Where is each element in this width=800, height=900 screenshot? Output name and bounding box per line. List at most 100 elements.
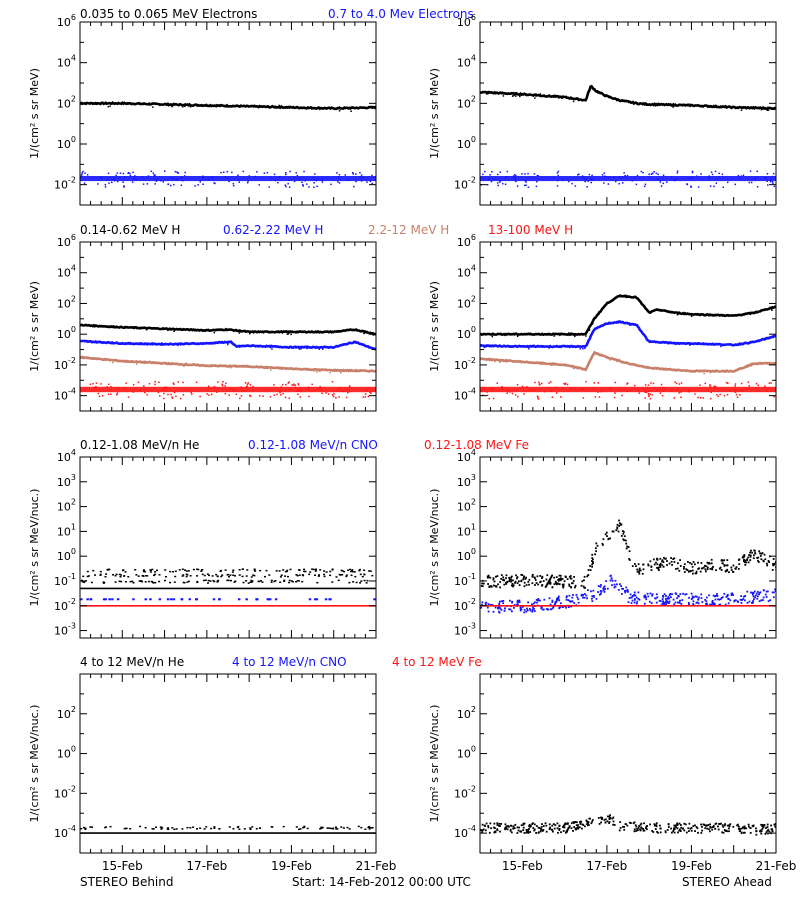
series-0-12-1-08-mev-n-cno-point xyxy=(481,603,483,606)
series-4-to-12-mev-n-he-point xyxy=(743,831,746,834)
series-0-14-0-62-mev-h-point xyxy=(97,326,99,328)
series-0-7-to-4-0-mev-electrons-point xyxy=(750,181,753,184)
series-13-100-mev-h-point xyxy=(311,383,313,386)
legend-entry: 4 to 12 MeV/n He xyxy=(80,655,184,669)
series-0-12-1-08-mev-n-cno-point xyxy=(585,594,588,597)
series-0-12-1-08-mev-n-he-point xyxy=(690,570,692,572)
series-0-12-1-08-mev-n-he-point xyxy=(283,580,286,582)
series-0-7-to-4-0-mev-electrons-point xyxy=(749,170,752,172)
series-4-to-12-mev-fe-point xyxy=(324,854,327,856)
series-0-12-1-08-mev-n-he-point xyxy=(558,574,561,577)
series-0-12-1-08-mev-n-he-point xyxy=(688,570,691,573)
series-0-12-1-08-mev-n-cno-point xyxy=(499,607,502,610)
y-tick-label: 104 xyxy=(457,264,476,280)
series-13-100-mev-h-point xyxy=(651,394,653,396)
series-2-2-12-mev-h-point xyxy=(619,360,621,362)
series-0-7-to-4-0-mev-electrons-point xyxy=(585,178,587,181)
series-13-100-mev-h-point xyxy=(483,387,486,389)
series-0-12-1-08-mev-n-cno-point xyxy=(756,595,759,598)
series-0-12-1-08-mev-n-he-point xyxy=(659,557,662,560)
series-0-7-to-4-0-mev-electrons-point xyxy=(557,170,560,173)
series-0-12-1-08-mev-n-he-point xyxy=(137,575,140,577)
series-0-12-1-08-mev-n-he-point xyxy=(203,574,206,577)
series-0-12-1-08-mev-n-he-point xyxy=(282,569,285,571)
series-4-to-12-mev-n-he-point xyxy=(612,823,614,826)
series-0-12-1-08-mev-n-cno-point xyxy=(577,598,580,601)
series-13-100-mev-h-point xyxy=(659,392,662,394)
series-13-100-mev-h-point xyxy=(95,386,97,388)
series-4-to-12-mev-n-he-point xyxy=(528,827,530,830)
series-0-12-1-08-mev-n-he-point xyxy=(131,580,134,583)
series-0-12-1-08-mev-n-he-point xyxy=(511,584,513,587)
series-13-100-mev-h-point xyxy=(704,382,706,385)
series-0-7-to-4-0-mev-electrons-point xyxy=(482,173,484,176)
series-4-to-12-mev-n-he-point xyxy=(320,826,323,829)
series-0-12-1-08-mev-n-he-point xyxy=(309,571,312,573)
series-0-12-1-08-mev-n-he-point xyxy=(568,585,571,587)
series-13-100-mev-h-point xyxy=(521,385,524,388)
legend-layer: 0.035 to 0.065 MeV Electrons 0.7 to 4.0 M… xyxy=(80,7,573,669)
series-4-to-12-mev-n-he-point xyxy=(608,821,611,823)
series-0-12-1-08-mev-n-he-point xyxy=(542,580,545,582)
series-0-12-1-08-mev-n-cno-point xyxy=(568,594,571,597)
series-4-to-12-mev-fe-point xyxy=(88,854,91,856)
series-4-to-12-mev-n-he-point xyxy=(677,831,679,834)
series-13-100-mev-h-point xyxy=(332,395,335,398)
series-13-100-mev-h-point xyxy=(600,390,603,393)
series-0-7-to-4-0-mev-electrons-point xyxy=(199,181,201,183)
series-0-12-1-08-mev-n-he-point xyxy=(217,579,220,582)
series-4-to-12-mev-n-he-point xyxy=(626,824,629,827)
series-0-12-1-08-mev-n-cno-point xyxy=(613,583,616,586)
series-13-100-mev-h-point xyxy=(288,397,291,399)
series-0-12-1-08-mev-n-cno-point xyxy=(509,599,511,602)
series-0-14-0-62-mev-h-point xyxy=(113,326,115,329)
series-0-12-1-08-mev-n-cno-point xyxy=(746,601,749,604)
series-4-to-12-mev-n-he-point xyxy=(89,826,92,828)
y-tick-label: 103 xyxy=(457,473,476,489)
series-0-12-1-08-mev-n-cno-point xyxy=(645,596,647,599)
series-0-12-1-08-mev-n-he-point xyxy=(184,569,186,571)
series-13-100-mev-h-point xyxy=(644,397,646,399)
series-4-to-12-mev-n-he-point xyxy=(711,826,714,828)
series-0-7-to-4-0-mev-electrons-point xyxy=(231,171,233,174)
series-0-12-1-08-mev-n-cno-point xyxy=(682,592,684,595)
series-13-100-mev-h-point xyxy=(564,383,566,385)
series-0-12-1-08-mev-n-he-point xyxy=(182,574,185,576)
series-0-62-2-22-mev-h-point xyxy=(579,348,581,350)
series-0-12-1-08-mev-n-he-point xyxy=(172,571,174,573)
series-0-12-1-08-mev-n-he-point xyxy=(164,579,166,582)
series-4-to-12-mev-n-he-point xyxy=(104,826,107,829)
series-0-12-1-08-mev-n-cno-point xyxy=(599,590,602,592)
series-0-12-1-08-mev-n-he-point xyxy=(559,578,562,580)
series-0-12-1-08-mev-n-he-point xyxy=(303,570,306,573)
series-4-to-12-mev-n-he-point xyxy=(196,828,198,830)
series-0-12-1-08-mev-n-he-point xyxy=(587,574,590,577)
series-0-12-1-08-mev-n-he-point xyxy=(203,579,205,582)
series-0-7-to-4-0-mev-electrons-point xyxy=(631,180,634,182)
series-4-to-12-mev-fe-point xyxy=(774,854,777,856)
series-0-12-1-08-mev-n-cno-point xyxy=(748,600,751,603)
series-0-12-1-08-mev-n-cno-point xyxy=(619,583,621,586)
series-0-12-1-08-mev-n-cno-point xyxy=(591,595,594,598)
series-0-12-1-08-mev-n-cno-point xyxy=(651,594,653,597)
series-0-12-1-08-mev-n-cno-point xyxy=(617,589,620,591)
series-4-to-12-mev-fe-point xyxy=(591,854,594,856)
series-0-7-to-4-0-mev-electrons-point xyxy=(771,181,774,183)
series-13-100-mev-h-point xyxy=(734,389,737,392)
series-0-12-1-08-mev-n-he-point xyxy=(482,582,485,585)
series-0-12-1-08-mev-n-cno-point xyxy=(754,596,756,599)
series-0-7-to-4-0-mev-electrons-point xyxy=(183,175,186,177)
series-0-12-1-08-mev-n-cno-point xyxy=(180,598,184,601)
series-0-12-1-08-mev-n-he-point xyxy=(708,562,711,565)
series-0-12-1-08-mev-n-he-point xyxy=(619,522,621,525)
series-0-12-1-08-mev-n-cno-point xyxy=(577,601,580,604)
series-0-12-1-08-mev-n-cno-point xyxy=(627,601,630,603)
series-4-to-12-mev-n-he-point xyxy=(485,822,488,825)
series-0-12-1-08-mev-n-cno-point xyxy=(590,590,592,593)
series-0-14-0-62-mev-h-point xyxy=(290,333,292,336)
series-13-100-mev-h-point xyxy=(320,389,323,391)
series-13-100-mev-h-point xyxy=(481,386,484,389)
series-0-12-1-08-mev-n-he-point xyxy=(186,574,189,576)
series-0-12-1-08-mev-n-he-point xyxy=(743,555,746,558)
